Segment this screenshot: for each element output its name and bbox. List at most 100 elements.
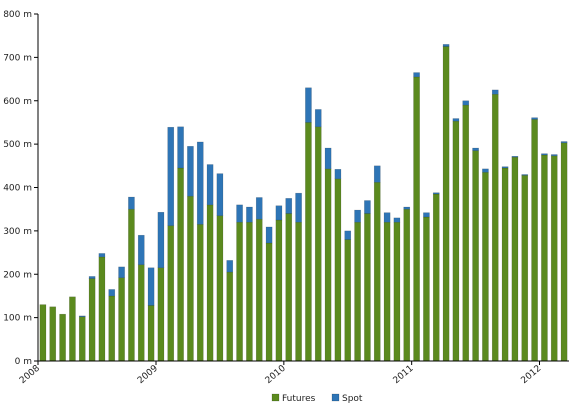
bar-spot-5 [88,276,96,279]
x-axis-ticks: 2008 2009 2010 2011 2012 [18,361,543,386]
y-axis-ticks: 0 m 100 m 200 m 300 m 400 m 500 m 600 m 700 m 80… [3,10,38,367]
bar-spot-46 [491,89,499,95]
bar-futures-17 [206,204,214,362]
bar-futures-19 [226,271,234,362]
bar-spot-17 [206,164,214,206]
bar-spot-36 [393,217,401,223]
bar-futures-38 [413,76,420,362]
bar-futures-32 [354,221,361,362]
legend-swatch-futures [271,393,280,402]
y-tick-label: 700 m [3,53,32,63]
bar-futures-18 [216,215,224,362]
legend-label-futures: Futures [282,394,316,404]
y-tick-label: 0 m [15,357,32,367]
bar-futures-8 [118,277,125,362]
bar-futures-28 [314,126,322,362]
bar-futures-48 [511,156,519,362]
legend: Futures Spot [271,393,363,404]
bar-spot-16 [196,141,204,225]
bar-spot-9 [128,196,135,210]
bar-futures-0 [39,304,47,362]
bar-spot-12 [157,211,165,268]
y-tick-label: 600 m [3,97,32,107]
bar-spot-33 [364,200,371,214]
bar-futures-7 [108,295,116,362]
bar-spot-28 [314,109,322,128]
bars-layer [39,44,568,362]
x-tick-label: 2009 [136,363,160,386]
bar-spot-23 [265,226,273,244]
bar-futures-2 [59,313,66,362]
x-tick-label: 2011 [392,364,416,386]
bar-spot-18 [216,173,224,216]
bar-spot-7 [108,289,116,297]
bar-spot-6 [98,253,106,258]
bar-futures-11 [147,305,155,362]
bar-spot-52 [550,154,558,157]
bar-spot-20 [236,204,243,223]
bar-futures-52 [550,155,558,362]
y-tick-label: 500 m [3,140,32,150]
bar-futures-10 [137,264,145,362]
bar-spot-31 [344,230,352,240]
bar-futures-31 [344,239,352,362]
bar-futures-33 [364,213,371,362]
bar-spot-22 [255,197,263,220]
bar-spot-53 [560,141,568,144]
bar-futures-16 [196,224,204,362]
bar-spot-51 [541,153,548,156]
bar-spot-38 [413,72,420,78]
bar-futures-14 [177,167,184,362]
x-tick-label: 2010 [264,363,288,386]
bar-futures-29 [324,168,332,362]
bar-spot-25 [285,198,293,214]
bar-futures-34 [373,182,381,362]
bar-futures-22 [255,218,263,362]
bar-futures-35 [383,221,391,362]
bar-futures-44 [472,150,479,362]
bar-spot-50 [531,117,538,120]
bar-spot-35 [383,212,391,223]
bar-futures-5 [88,278,96,362]
bar-spot-21 [246,206,253,223]
bar-futures-41 [442,46,450,362]
bar-spot-24 [275,205,283,221]
bar-spot-47 [501,166,509,169]
bar-futures-9 [128,208,135,362]
bar-futures-26 [295,221,302,362]
bar-spot-49 [521,174,529,176]
bar-futures-30 [334,178,342,362]
bar-futures-49 [521,175,529,362]
bar-futures-21 [246,221,253,362]
bar-spot-42 [452,118,460,122]
bar-spot-43 [462,100,470,106]
bar-spot-30 [334,169,342,180]
bar-futures-40 [432,193,440,362]
bar-futures-46 [491,93,499,362]
bar-spot-10 [137,234,145,265]
y-tick-label: 800 m [3,10,32,20]
bar-futures-24 [275,219,283,362]
bar-spot-15 [187,146,194,197]
bar-futures-27 [305,122,312,362]
bar-futures-45 [482,172,489,362]
bar-spot-37 [403,206,411,210]
legend-swatch-spot [331,393,340,402]
y-tick-label: 300 m [3,227,32,237]
bar-spot-14 [177,126,184,169]
bar-spot-29 [324,147,332,170]
bar-futures-1 [49,306,57,362]
bar-spot-44 [472,147,479,151]
bar-spot-19 [226,260,234,273]
bar-futures-39 [423,216,430,362]
bar-futures-42 [452,120,460,362]
bar-futures-25 [285,213,293,362]
bar-futures-20 [236,221,243,362]
bar-spot-26 [295,192,302,223]
bar-futures-50 [531,119,538,362]
bar-spot-48 [511,156,519,158]
bar-futures-12 [157,267,165,362]
bar-spot-40 [432,192,440,195]
bar-futures-47 [501,167,509,362]
